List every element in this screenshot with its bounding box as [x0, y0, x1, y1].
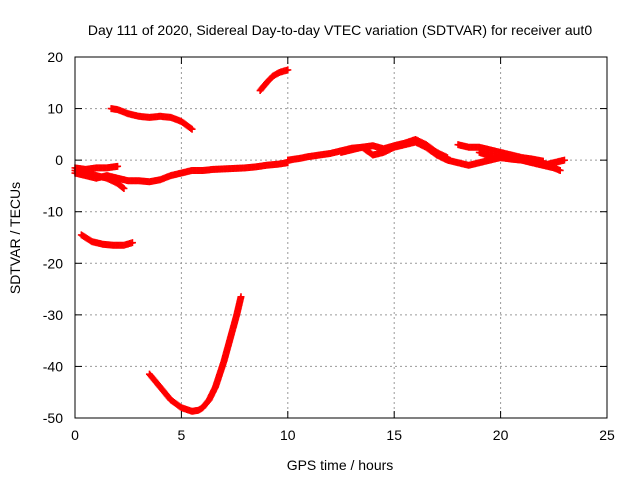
data-point: [560, 156, 568, 164]
y-axis-label: SDTVAR / TECUs: [7, 182, 23, 294]
y-tick-label: 10: [47, 101, 63, 117]
grid: [75, 57, 607, 418]
series-arc-deep: [145, 293, 245, 415]
series-arc-minus-16: [77, 231, 136, 249]
data-point: [120, 185, 128, 193]
data-point: [443, 154, 451, 162]
data-point: [128, 239, 136, 247]
x-axis-label: GPS time / hours: [287, 457, 394, 473]
plot-frame: [74, 56, 608, 419]
y-tick-label: -40: [43, 358, 63, 374]
y-tick-label: 0: [55, 152, 63, 168]
data-point: [119, 184, 127, 192]
y-tick-label: -30: [43, 307, 63, 323]
y-tick-label: -10: [43, 204, 63, 220]
y-tick-label: -20: [43, 255, 63, 271]
y-tick-label: 20: [47, 49, 63, 65]
x-tick-label: 0: [71, 427, 79, 443]
data-point: [114, 162, 122, 170]
data-point: [237, 293, 245, 301]
y-tick-label: -50: [43, 410, 63, 426]
series-arc-late-tail: [475, 148, 564, 174]
x-tick-label: 20: [493, 427, 509, 443]
data-point: [187, 124, 195, 132]
x-tick-label: 10: [280, 427, 296, 443]
series-arc-upper-10: [107, 105, 196, 133]
x-tick-label: 25: [599, 427, 615, 443]
series-arc-hump: [337, 136, 451, 162]
data-point: [556, 166, 564, 174]
chart-title: Day 111 of 2020, Sidereal Day-to-day VTE…: [88, 22, 592, 38]
x-tick-label: 5: [178, 427, 186, 443]
series-arc-upper-17: [256, 66, 292, 95]
series-layer: [71, 66, 568, 415]
data-point: [284, 66, 292, 74]
axis-ticks: 0 5 10 15 20 25 20 10 0 -10 -20 -30 -40 -50: [43, 49, 615, 443]
data-point: [188, 125, 196, 133]
x-tick-label: 15: [386, 427, 402, 443]
